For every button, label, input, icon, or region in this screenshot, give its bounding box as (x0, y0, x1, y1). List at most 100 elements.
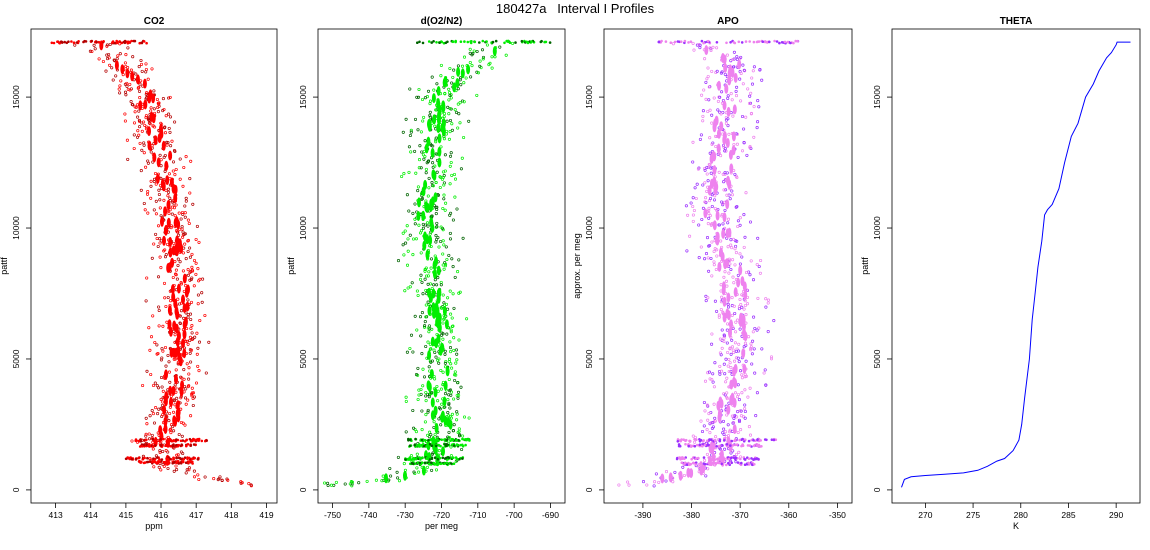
data-point (73, 43, 77, 47)
data-point (705, 236, 710, 240)
data-point (124, 93, 128, 97)
data-point (709, 166, 713, 170)
data-point (454, 40, 457, 44)
data-point (200, 291, 204, 295)
data-point (794, 39, 797, 43)
data-point (698, 443, 702, 447)
data-point-cluster (733, 363, 738, 374)
data-point (427, 303, 431, 307)
data-point (730, 345, 735, 349)
data-point (742, 245, 746, 249)
data-point (177, 462, 180, 465)
data-point (404, 117, 408, 121)
data-point (729, 243, 733, 247)
data-point (705, 403, 709, 407)
data-point (740, 114, 745, 119)
data-point (145, 91, 149, 95)
data-point (186, 385, 190, 389)
data-point-cluster (156, 157, 161, 168)
data-point (168, 457, 172, 461)
data-point (760, 445, 763, 448)
data-point (403, 289, 407, 293)
data-point-cluster (166, 199, 171, 210)
data-point (753, 326, 757, 331)
data-point (457, 427, 461, 431)
data-point (713, 458, 717, 461)
data-point-cluster (709, 178, 714, 189)
figure-title: 180427a Interval I Profiles (495, 1, 655, 16)
data-point (690, 457, 693, 461)
data-point (755, 262, 759, 267)
data-point-cluster (175, 400, 180, 411)
data-point (451, 324, 455, 328)
data-point (450, 412, 454, 416)
data-point (469, 75, 473, 79)
data-point (699, 245, 703, 249)
data-point (167, 461, 171, 465)
data-point (723, 172, 727, 176)
data-point (708, 46, 712, 50)
data-point (149, 372, 153, 377)
data-point (191, 462, 194, 465)
data-point (744, 270, 749, 275)
data-point (426, 300, 430, 304)
data-point (704, 474, 708, 478)
data-point (736, 155, 740, 159)
data-point (162, 437, 165, 441)
data-point (160, 385, 164, 389)
data-point (451, 265, 455, 269)
data-point (736, 410, 740, 414)
data-point (714, 435, 718, 439)
data-point (175, 453, 179, 457)
data-point (405, 224, 409, 228)
data-point (743, 457, 746, 461)
data-point (442, 112, 447, 116)
data-point (426, 282, 430, 286)
data-point (709, 48, 713, 53)
data-point (204, 371, 208, 375)
data-point (727, 438, 730, 442)
data-point (475, 93, 479, 97)
data-point-cluster (722, 131, 727, 142)
data-point (726, 117, 730, 121)
data-point (703, 57, 707, 61)
data-point-cluster (181, 294, 185, 305)
data-point (689, 201, 693, 205)
data-point (738, 262, 742, 266)
data-point (715, 46, 719, 50)
data-point (157, 465, 161, 469)
data-point (422, 325, 427, 329)
data-point (716, 457, 719, 461)
data-point (186, 315, 190, 319)
data-point-cluster (732, 104, 737, 115)
data-point (720, 346, 724, 350)
data-point (729, 444, 732, 447)
data-point (125, 138, 129, 142)
data-point-cluster (730, 392, 735, 403)
data-point (526, 41, 530, 45)
data-point-cluster (157, 133, 162, 144)
data-point (780, 41, 784, 44)
data-point (174, 273, 178, 277)
data-point-cluster (460, 68, 465, 79)
data-point-cluster (424, 201, 429, 212)
data-point (429, 244, 433, 249)
data-point (416, 293, 420, 298)
data-point (190, 386, 194, 390)
data-point (750, 352, 754, 356)
data-point (431, 161, 435, 165)
data-point-cluster (436, 98, 441, 109)
data-point (684, 439, 687, 443)
data-point (704, 97, 708, 101)
data-point (693, 186, 697, 190)
data-point (113, 59, 117, 63)
data-point (702, 88, 706, 92)
data-point (220, 478, 224, 482)
data-point (423, 420, 427, 424)
data-point (713, 461, 717, 465)
data-point (157, 407, 161, 411)
data-point-cluster (726, 175, 730, 186)
data-point (424, 274, 429, 278)
data-point (693, 438, 696, 441)
data-point (700, 429, 705, 434)
